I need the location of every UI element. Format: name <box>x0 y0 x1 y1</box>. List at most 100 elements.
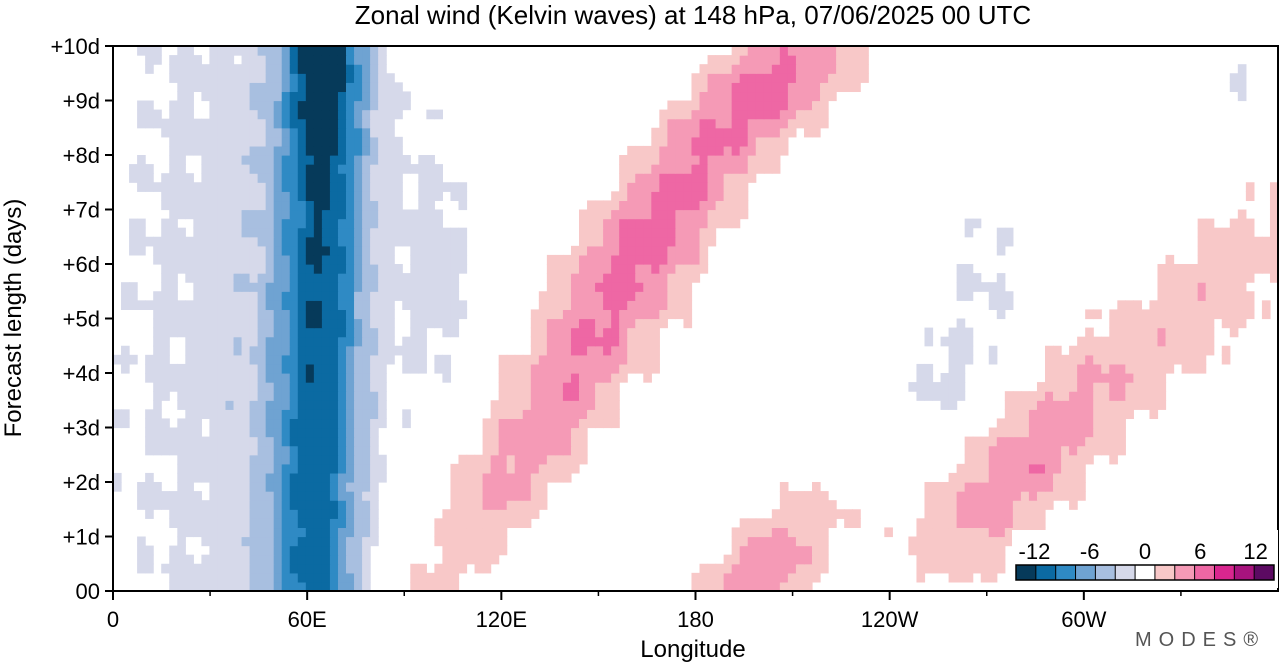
contour-cell <box>522 427 532 438</box>
contour-cell <box>241 218 251 229</box>
contour-cell <box>313 309 323 320</box>
contour-cell <box>1045 500 1054 510</box>
contour-cell <box>1061 391 1070 401</box>
contour-cell <box>1229 273 1239 283</box>
contour-cell <box>1004 236 1014 247</box>
contour-cell <box>522 445 532 456</box>
contour-cell <box>410 354 419 365</box>
contour-cell <box>257 164 267 174</box>
contour-cell <box>699 218 709 229</box>
contour-cell <box>699 91 709 102</box>
contour-cell <box>209 427 219 438</box>
contour-cell <box>675 282 685 292</box>
contour-cell <box>450 264 460 274</box>
contour-cell <box>1237 82 1247 93</box>
contour-cell <box>354 509 363 519</box>
contour-cell <box>627 245 636 256</box>
contour-cell <box>281 300 291 311</box>
contour-cell <box>153 109 162 120</box>
contour-cell <box>386 73 395 83</box>
contour-cell <box>265 200 275 211</box>
contour-cell <box>1149 327 1159 338</box>
contour-cell <box>739 536 749 547</box>
contour-cell <box>137 109 146 120</box>
contour-cell <box>426 254 435 265</box>
contour-cell <box>201 463 211 474</box>
contour-cell <box>1045 409 1054 420</box>
contour-cell <box>313 400 323 410</box>
contour-cell <box>145 236 154 247</box>
contour-cell <box>940 336 950 347</box>
contour-cell <box>1141 336 1151 347</box>
contour-cell <box>731 64 741 74</box>
contour-cell <box>362 245 371 256</box>
contour-cell <box>964 500 974 510</box>
contour-cell <box>217 354 227 365</box>
contour-cell <box>1205 218 1215 229</box>
contour-cell <box>715 73 725 83</box>
contour-cell <box>779 145 789 156</box>
contour-cell <box>177 518 186 529</box>
contour-cell <box>362 155 371 165</box>
contour-cell <box>1237 282 1247 292</box>
contour-cell <box>386 136 395 147</box>
contour-cell <box>185 427 194 438</box>
contour-cell <box>450 554 460 565</box>
contour-cell <box>1109 436 1118 447</box>
contour-cell <box>281 345 291 356</box>
contour-cell <box>1020 454 1030 465</box>
contour-cell <box>354 363 363 374</box>
contour-cell <box>297 82 307 93</box>
contour-cell <box>305 309 315 320</box>
contour-cell <box>362 463 371 474</box>
contour-cell <box>257 545 267 556</box>
contour-cell <box>506 373 516 383</box>
contour-cell <box>482 472 492 483</box>
contour-cell <box>378 400 387 410</box>
contour-cell <box>1197 245 1207 256</box>
contour-cell <box>289 445 299 456</box>
contour-cell <box>217 409 227 420</box>
contour-cell <box>217 282 227 292</box>
contour-cell <box>587 409 596 420</box>
contour-cell <box>241 236 251 247</box>
contour-cell <box>337 200 347 211</box>
contour-cell <box>305 509 315 519</box>
contour-cell <box>305 227 315 238</box>
contour-cell <box>771 82 781 93</box>
contour-cell <box>193 300 202 311</box>
contour-cell <box>924 336 934 347</box>
contour-cell <box>707 164 717 174</box>
contour-cell <box>619 254 628 265</box>
contour-cell <box>249 536 259 547</box>
contour-cell <box>570 354 580 365</box>
contour-cell <box>321 454 331 465</box>
contour-cell <box>410 363 419 374</box>
contour-cell <box>434 318 444 329</box>
contour-cell <box>329 309 339 320</box>
contour-cell <box>932 509 942 519</box>
contour-cell <box>241 391 251 401</box>
contour-cell <box>185 500 194 510</box>
contour-cell <box>329 209 339 220</box>
contour-cell <box>225 291 235 301</box>
contour-cell <box>1237 309 1247 320</box>
contour-cell <box>354 64 363 74</box>
contour-cell <box>538 382 548 392</box>
contour-cell <box>1004 491 1014 501</box>
contour-cell <box>1085 445 1094 456</box>
contour-cell <box>442 291 452 301</box>
contour-cell <box>779 109 789 120</box>
contour-cell <box>683 236 693 247</box>
contour-cell <box>683 309 693 320</box>
contour-cell <box>281 273 291 283</box>
contour-cell <box>836 64 845 74</box>
contour-cell <box>305 300 315 311</box>
contour-cell <box>281 500 291 510</box>
contour-cell <box>265 245 275 256</box>
contour-cell <box>747 91 757 102</box>
contour-cell <box>643 254 652 265</box>
contour-cell <box>1157 327 1167 338</box>
contour-cell <box>241 55 251 65</box>
contour-cell <box>337 363 347 374</box>
